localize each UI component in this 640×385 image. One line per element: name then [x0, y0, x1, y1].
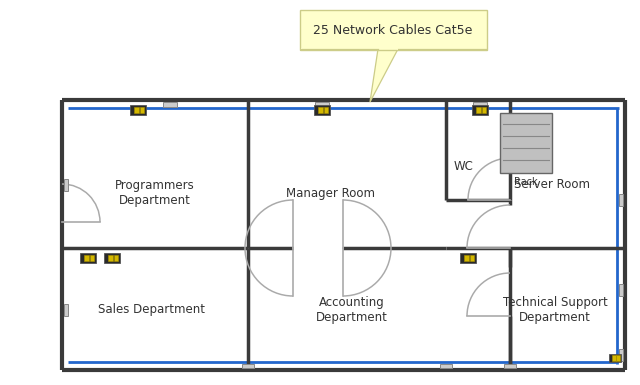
Text: Manager Room: Manager Room [285, 186, 374, 199]
Bar [140, 107, 144, 113]
Bar [504, 364, 516, 368]
Text: Accounting
Department: Accounting Department [316, 296, 388, 324]
Text: Technical Support
Department: Technical Support Department [502, 296, 607, 324]
Bar [324, 107, 328, 113]
Bar [90, 255, 94, 261]
Text: Programmers
Department: Programmers Department [115, 179, 195, 207]
Bar [440, 364, 452, 368]
Text: Rack: Rack [514, 177, 538, 187]
Bar [465, 255, 469, 261]
Bar [616, 355, 620, 361]
Bar [64, 304, 68, 316]
Text: Sales Department: Sales Department [99, 303, 205, 316]
Bar [80, 253, 96, 263]
Bar [84, 255, 89, 261]
Bar [130, 105, 146, 115]
Bar [482, 107, 486, 113]
Bar [500, 113, 552, 173]
Bar [114, 255, 118, 261]
Text: 25 Network Cables Cat5e: 25 Network Cables Cat5e [314, 23, 473, 37]
Bar [612, 355, 616, 361]
Bar [134, 107, 139, 113]
Bar [619, 349, 623, 361]
Bar [470, 255, 474, 261]
Bar [109, 255, 113, 261]
Bar [619, 284, 623, 296]
Bar [104, 253, 120, 263]
FancyBboxPatch shape [300, 10, 486, 50]
Text: WC: WC [454, 161, 474, 174]
Bar [460, 253, 476, 263]
Bar [472, 105, 488, 115]
Bar [619, 194, 623, 206]
Polygon shape [370, 49, 398, 102]
Text: Server Room: Server Room [514, 179, 590, 191]
Bar [609, 354, 621, 362]
Bar [314, 105, 330, 115]
Bar [319, 107, 323, 113]
Bar [315, 102, 329, 107]
Bar [473, 102, 487, 107]
Bar [163, 102, 177, 107]
Bar [242, 364, 254, 368]
Bar [476, 107, 481, 113]
Bar [64, 179, 68, 191]
